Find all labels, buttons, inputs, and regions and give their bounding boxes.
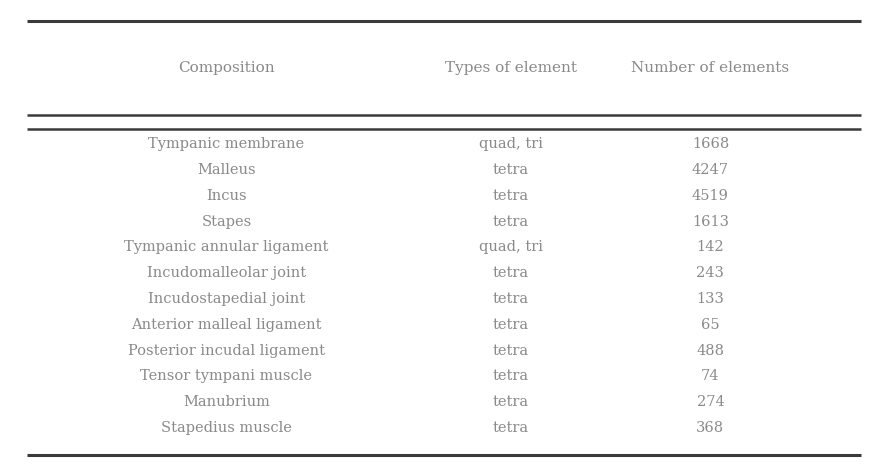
Text: 4519: 4519 (692, 189, 729, 203)
Text: Incudomalleolar joint: Incudomalleolar joint (147, 266, 306, 280)
Text: Posterior incudal ligament: Posterior incudal ligament (128, 344, 325, 357)
Text: Incudostapedial joint: Incudostapedial joint (148, 292, 305, 306)
Text: Tympanic membrane: Tympanic membrane (148, 137, 305, 151)
Text: 65: 65 (702, 318, 719, 332)
Text: 74: 74 (702, 370, 719, 383)
Text: Tensor tympani muscle: Tensor tympani muscle (140, 370, 313, 383)
Text: 142: 142 (696, 241, 725, 254)
Text: Types of element: Types of element (445, 61, 576, 75)
Text: Composition: Composition (178, 61, 274, 75)
Text: 368: 368 (696, 421, 725, 435)
Text: tetra: tetra (493, 421, 528, 435)
Text: Number of elements: Number of elements (631, 61, 789, 75)
Text: 274: 274 (696, 395, 725, 409)
Text: Stapedius muscle: Stapedius muscle (161, 421, 292, 435)
Text: tetra: tetra (493, 344, 528, 357)
Text: tetra: tetra (493, 215, 528, 228)
Text: tetra: tetra (493, 266, 528, 280)
Text: 4247: 4247 (692, 163, 729, 177)
Text: tetra: tetra (493, 318, 528, 332)
Text: Malleus: Malleus (197, 163, 256, 177)
Text: Manubrium: Manubrium (183, 395, 270, 409)
Text: Incus: Incus (206, 189, 247, 203)
Text: Stapes: Stapes (202, 215, 251, 228)
Text: 243: 243 (696, 266, 725, 280)
Text: tetra: tetra (493, 370, 528, 383)
Text: quad, tri: quad, tri (479, 241, 543, 254)
Text: 488: 488 (696, 344, 725, 357)
Text: 133: 133 (696, 292, 725, 306)
Text: Anterior malleal ligament: Anterior malleal ligament (131, 318, 321, 332)
Text: 1668: 1668 (692, 137, 729, 151)
Text: 1613: 1613 (692, 215, 729, 228)
Text: Tympanic annular ligament: Tympanic annular ligament (124, 241, 329, 254)
Text: tetra: tetra (493, 292, 528, 306)
Text: quad, tri: quad, tri (479, 137, 543, 151)
Text: tetra: tetra (493, 395, 528, 409)
Text: tetra: tetra (493, 163, 528, 177)
Text: tetra: tetra (493, 189, 528, 203)
